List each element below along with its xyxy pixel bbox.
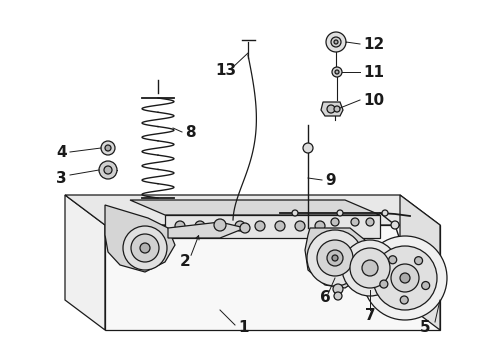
Circle shape xyxy=(235,221,245,231)
Text: 3: 3 xyxy=(56,171,67,185)
Circle shape xyxy=(337,210,343,216)
Circle shape xyxy=(307,230,363,286)
Polygon shape xyxy=(130,200,380,215)
Text: 9: 9 xyxy=(325,172,336,188)
Circle shape xyxy=(334,292,342,300)
Circle shape xyxy=(327,250,343,266)
Circle shape xyxy=(104,166,112,174)
Polygon shape xyxy=(105,205,175,272)
Text: 7: 7 xyxy=(365,309,376,324)
Circle shape xyxy=(140,243,150,253)
Circle shape xyxy=(105,145,111,151)
Circle shape xyxy=(400,296,408,304)
Polygon shape xyxy=(305,228,368,288)
Circle shape xyxy=(334,40,338,44)
Circle shape xyxy=(123,226,167,270)
Circle shape xyxy=(333,284,343,294)
Circle shape xyxy=(303,143,313,153)
Circle shape xyxy=(382,210,388,216)
Circle shape xyxy=(215,221,225,231)
Circle shape xyxy=(342,240,398,296)
Circle shape xyxy=(391,264,419,292)
Text: 1: 1 xyxy=(238,320,248,336)
Circle shape xyxy=(99,161,117,179)
Circle shape xyxy=(131,234,159,262)
Polygon shape xyxy=(105,225,440,330)
Circle shape xyxy=(332,255,338,261)
Text: 4: 4 xyxy=(56,144,67,159)
Text: 11: 11 xyxy=(363,64,384,80)
Circle shape xyxy=(255,221,265,231)
Circle shape xyxy=(335,70,339,74)
Circle shape xyxy=(380,280,388,288)
Polygon shape xyxy=(400,195,440,330)
Polygon shape xyxy=(168,222,245,238)
Text: 2: 2 xyxy=(180,255,191,270)
Circle shape xyxy=(332,67,342,77)
Circle shape xyxy=(400,273,410,283)
Circle shape xyxy=(101,141,115,155)
Circle shape xyxy=(214,219,226,231)
Circle shape xyxy=(389,256,397,264)
Circle shape xyxy=(295,221,305,231)
Circle shape xyxy=(292,210,298,216)
Circle shape xyxy=(240,223,250,233)
Text: 10: 10 xyxy=(363,93,384,108)
Circle shape xyxy=(331,218,339,226)
Text: 8: 8 xyxy=(185,125,196,140)
Circle shape xyxy=(317,240,353,276)
Polygon shape xyxy=(65,195,105,330)
Circle shape xyxy=(351,218,359,226)
Circle shape xyxy=(362,260,378,276)
Circle shape xyxy=(326,32,346,52)
Circle shape xyxy=(415,257,422,265)
Circle shape xyxy=(366,218,374,226)
Circle shape xyxy=(391,221,399,229)
Text: 6: 6 xyxy=(320,291,331,306)
Circle shape xyxy=(422,282,430,289)
Text: 13: 13 xyxy=(215,63,236,77)
Circle shape xyxy=(331,37,341,47)
Polygon shape xyxy=(165,215,380,238)
Circle shape xyxy=(315,221,325,231)
Polygon shape xyxy=(65,195,440,225)
Polygon shape xyxy=(321,102,343,116)
Text: 5: 5 xyxy=(420,320,431,336)
Circle shape xyxy=(334,106,340,112)
Circle shape xyxy=(373,246,437,310)
Text: 12: 12 xyxy=(363,36,384,51)
Circle shape xyxy=(327,105,335,113)
Circle shape xyxy=(350,248,390,288)
Circle shape xyxy=(195,221,205,231)
Circle shape xyxy=(363,236,447,320)
Circle shape xyxy=(175,221,185,231)
Circle shape xyxy=(275,221,285,231)
